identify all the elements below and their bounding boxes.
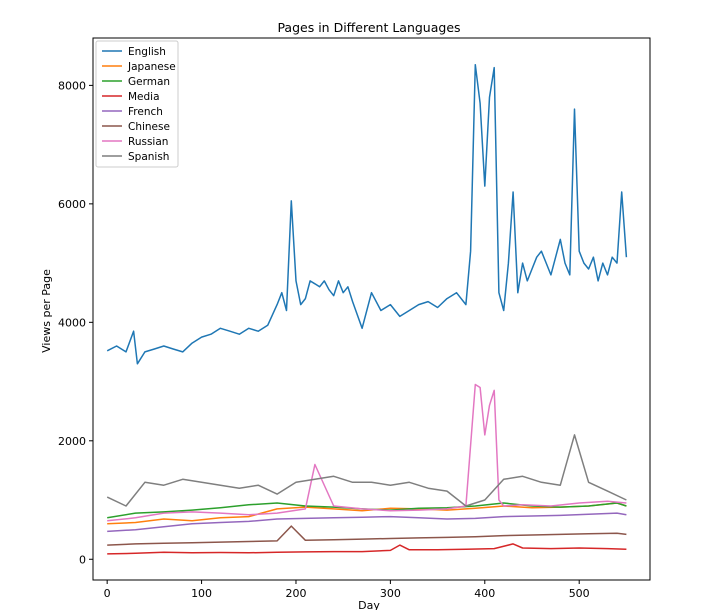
legend-label: Spanish [128,151,169,163]
series-line-spanish [106,434,627,507]
series-line-chinese [107,525,627,546]
chart-title: Pages in Different Languages [277,20,460,35]
x-tick-label: 100 [191,587,212,600]
legend-label: Japanese [127,61,176,73]
y-tick-label: 8000 [58,79,86,92]
legend-label: Chinese [128,121,170,133]
x-tick-label: 400 [474,587,495,600]
x-axis-label: Day [358,599,380,610]
y-axis-label: Views per Page [40,269,53,353]
legend-label: French [128,106,163,118]
axes-frame [92,37,651,581]
y-tick-label: 2000 [58,435,86,448]
legend-label: English [128,46,166,58]
x-tick-label: 200 [285,587,306,600]
series-line-english [106,63,628,365]
x-tick-label: 300 [380,587,401,600]
y-tick-label: 0 [79,553,86,566]
series-line-russian [107,383,627,522]
series-line-media [107,543,627,555]
x-tick-label: 500 [569,587,590,600]
series-line-french [107,512,627,533]
legend-label: Russian [128,136,168,148]
legend-label: German [128,76,170,88]
plot-area: 0 100 200 300 400 500 0 2000 4000 6000 8000 English… [58,37,651,600]
legend-box [95,40,179,168]
x-tick-label: 0 [104,587,111,600]
y-tick-label: 4000 [58,316,86,329]
y-tick-label: 6000 [58,198,86,211]
legend-label: Media [128,91,160,103]
